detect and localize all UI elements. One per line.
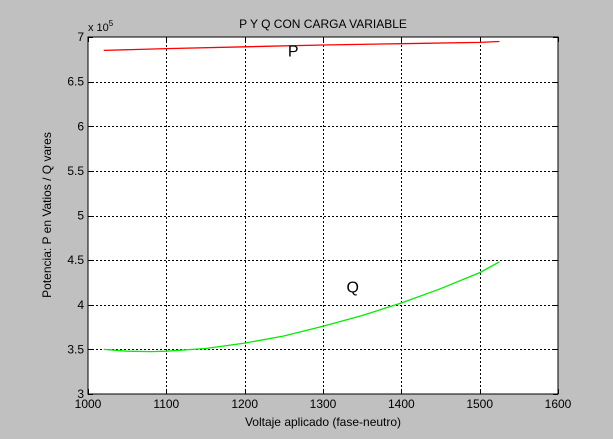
chart-title: P Y Q CON CARGA VARIABLE bbox=[239, 17, 407, 31]
x-tick-label: 1400 bbox=[388, 397, 415, 411]
y-tick-label: 5.5 bbox=[67, 164, 84, 178]
series-annotation-q: Q bbox=[347, 279, 359, 296]
y-tick-label: 7 bbox=[77, 30, 84, 44]
x-axis-label: Voltaje aplicado (fase-neutro) bbox=[245, 415, 401, 429]
x-tick-label: 1600 bbox=[545, 397, 572, 411]
y-exponent-label: x 105 bbox=[88, 19, 114, 34]
y-tick-label: 6 bbox=[77, 119, 84, 133]
annotations: PQ bbox=[288, 44, 359, 297]
y-tick-label: 6.5 bbox=[67, 75, 84, 89]
plot-frame bbox=[87, 36, 559, 395]
y-tick-label: 4.5 bbox=[67, 253, 84, 267]
series-line-p bbox=[103, 40, 500, 52]
x-tick-label: 1300 bbox=[310, 397, 337, 411]
y-exponent-power: 5 bbox=[109, 19, 114, 28]
series-line-q bbox=[103, 261, 500, 353]
series-annotation-p: P bbox=[288, 44, 299, 61]
x-tick-label: 1200 bbox=[231, 397, 258, 411]
y-exponent-base: x 10 bbox=[88, 22, 109, 34]
x-tick-label: 1100 bbox=[153, 397, 179, 411]
tick-labels: 1000 1100 1200 1300 1400 1500 1600 3 3.5 4 4.5 5 5.5… bbox=[67, 30, 571, 411]
y-tick-label: 5 bbox=[77, 209, 84, 223]
grid bbox=[88, 37, 558, 394]
y-tick-label: 4 bbox=[77, 298, 84, 312]
x-tick-label: 1500 bbox=[466, 397, 493, 411]
x-tick-label: 1000 bbox=[75, 397, 102, 411]
y-axis-label: Potencia: P en Vatios / Q vares bbox=[40, 132, 54, 298]
series-layer bbox=[103, 40, 500, 353]
y-tick-label: 3.5 bbox=[67, 342, 84, 356]
y-tick-label: 3 bbox=[77, 387, 84, 401]
